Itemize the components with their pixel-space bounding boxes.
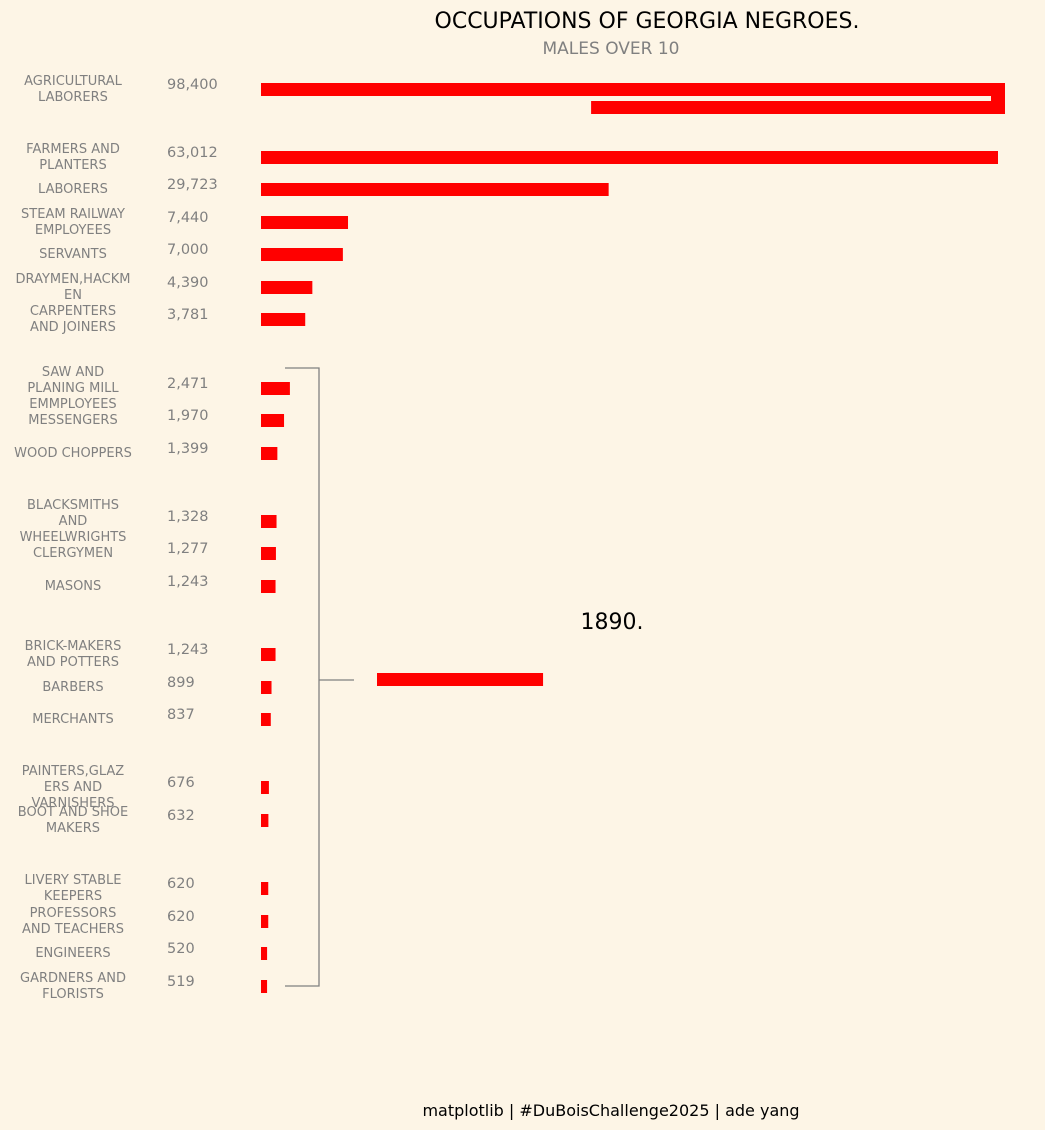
bar — [261, 515, 277, 528]
bar — [261, 382, 290, 395]
bar — [261, 547, 276, 560]
value-label: 632 — [167, 808, 195, 824]
category-label: BARBERS — [42, 680, 103, 695]
bar — [261, 781, 269, 794]
category-labels: AGRICULTURAL LABORERS FARMERS AND PLANTERS L… — [14, 74, 132, 1002]
year-annotation: 1890. — [581, 610, 644, 635]
bar — [261, 882, 269, 895]
value-label: 98,400 — [167, 77, 218, 93]
category-label: SERVANTS — [39, 247, 107, 262]
category-label: DRAYMEN,HACKM EN — [16, 272, 131, 303]
bar — [261, 814, 269, 827]
group-bracket — [285, 367, 544, 987]
value-label: 1,970 — [167, 408, 209, 424]
value-label: 7,440 — [167, 210, 209, 226]
value-label: 620 — [167, 876, 195, 892]
bar — [261, 414, 285, 427]
bracket-line — [285, 367, 320, 987]
category-label: CLERGYMEN — [33, 546, 113, 561]
value-label: 1,277 — [167, 541, 209, 557]
bar — [261, 580, 276, 593]
category-label: PAINTERS,GLAZ ERS AND VARNISHERS — [22, 764, 125, 811]
category-label: FARMERS AND PLANTERS — [26, 142, 120, 173]
bar — [261, 681, 272, 694]
value-label: 899 — [167, 675, 195, 691]
value-label: 63,012 — [167, 145, 218, 161]
category-label: MESSENGERS — [28, 413, 117, 428]
bar — [261, 648, 276, 661]
bar — [261, 216, 349, 229]
bar — [261, 313, 306, 326]
category-label: WOOD CHOPPERS — [14, 446, 132, 461]
value-label: 1,243 — [167, 642, 209, 658]
value-label: 3,781 — [167, 307, 209, 323]
bar — [261, 151, 998, 164]
value-label: 519 — [167, 974, 195, 990]
value-label: 29,723 — [167, 177, 218, 193]
category-label: MASONS — [45, 579, 102, 594]
category-label: LIVERY STABLE KEEPERS — [25, 873, 122, 904]
value-label: 620 — [167, 909, 195, 925]
category-label: STEAM RAILWAY EMPLOYEES — [21, 207, 125, 238]
category-label: AGRICULTURAL LABORERS — [24, 74, 123, 105]
chart-subtitle: MALES OVER 10 — [542, 39, 679, 59]
summary-bar — [377, 673, 544, 686]
value-label: 837 — [167, 707, 195, 723]
chart-title: OCCUPATIONS OF GEORGIA NEGROES. — [435, 9, 860, 34]
category-label: CARPENTERS AND JOINERS — [30, 304, 116, 335]
bar — [261, 248, 343, 261]
bar — [261, 947, 268, 960]
category-label: LABORERS — [38, 182, 108, 197]
category-label: BOOT AND SHOE MAKERS — [18, 805, 128, 836]
bars — [261, 83, 1005, 993]
footer-credit: matplotlib | #DuBoisChallenge2025 | ade … — [422, 1101, 799, 1120]
category-label: BRICK-MAKERS AND POTTERS — [25, 639, 122, 670]
value-labels: 98,400 63,012 29,723 7,440 7,000 4,390 3,781 2,… — [167, 77, 218, 990]
category-label: MERCHANTS — [32, 712, 113, 727]
category-label: BLACKSMITHS AND WHEELWRIGHTS — [20, 498, 127, 545]
bar — [261, 447, 278, 460]
value-label: 1,399 — [167, 441, 209, 457]
category-label: GARDNERS AND FLORISTS — [20, 971, 126, 1002]
category-label: SAW AND PLANING MILL EMMPLOYEES — [27, 365, 119, 412]
value-label: 4,390 — [167, 275, 209, 291]
value-label: 676 — [167, 775, 195, 791]
bar — [261, 281, 313, 294]
bar — [261, 713, 271, 726]
category-label: ENGINEERS — [35, 946, 110, 961]
value-label: 520 — [167, 941, 195, 957]
bar — [261, 83, 1005, 114]
bar — [261, 183, 609, 196]
value-label: 7,000 — [167, 242, 209, 258]
value-label: 1,243 — [167, 574, 209, 590]
value-label: 1,328 — [167, 509, 209, 525]
value-label: 2,471 — [167, 376, 209, 392]
category-label: PROFESSORS AND TEACHERS — [22, 906, 124, 937]
bar — [261, 915, 269, 928]
bar — [261, 980, 268, 993]
